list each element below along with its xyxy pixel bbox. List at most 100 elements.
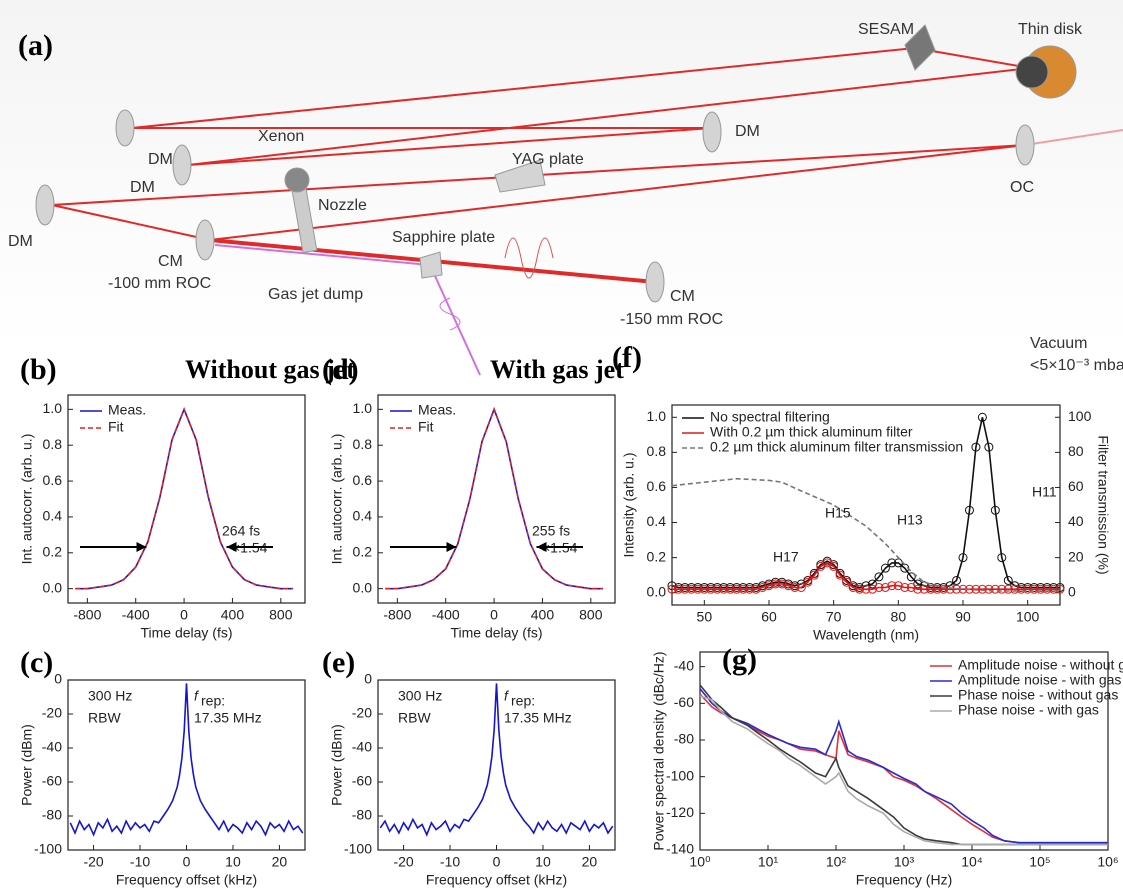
data-point [958, 553, 968, 563]
data-point [673, 584, 683, 594]
diagram-label: Vacuum [1030, 335, 1088, 352]
y2-axis-label: Filter transmission (%) [1095, 435, 1111, 574]
diagram-label: -100 mm ROC [108, 275, 211, 292]
panel-title: With gas jet [490, 355, 624, 384]
x-tick-label: 800 [269, 607, 293, 623]
data-point [977, 584, 987, 594]
data-point [906, 572, 916, 582]
data-point [893, 581, 903, 591]
legend-label: Amplitude noise - with gas [958, 672, 1121, 688]
x-tick-label: 20 [582, 854, 598, 870]
y-tick-label: -40 [42, 739, 62, 755]
x-axis-label: Frequency offset (kHz) [426, 872, 567, 888]
data-point [1010, 584, 1020, 594]
data-point [1023, 584, 1033, 594]
x-tick-label: 10¹ [758, 854, 779, 870]
data-point [764, 581, 774, 591]
data-point [887, 581, 897, 591]
data-point [874, 572, 884, 582]
series-line [671, 477, 1060, 592]
y-tick-label: 0.4 [647, 513, 667, 529]
plot-frame [377, 394, 616, 604]
plot-frame [377, 679, 616, 851]
diagram-label: OC [1010, 179, 1034, 196]
x-tick-label: 10 [535, 854, 551, 870]
data-point [706, 584, 716, 594]
series-line [385, 407, 603, 590]
series-line [75, 407, 293, 590]
data-point [719, 584, 729, 594]
data-point [1049, 584, 1059, 594]
x-tick-label: 10⁰ [689, 854, 711, 870]
plot-frame [67, 394, 306, 604]
y-tick-label: 0.0 [647, 583, 667, 599]
diagram-label: CM [670, 288, 695, 305]
series-line [69, 683, 304, 837]
data-point [952, 575, 962, 585]
diagram-label: Xenon [258, 128, 304, 145]
y-axis-label: Power (dBm) [19, 724, 35, 806]
diagram-label: -150 mm ROC [620, 311, 723, 328]
y-tick-label: -40 [674, 657, 694, 673]
x-tick-label: -400 [122, 607, 150, 623]
diagram-label: DM [735, 123, 760, 140]
x-tick-label: -20 [83, 854, 103, 870]
x-tick-label: 0 [490, 607, 498, 623]
y2-tick-label: 60 [1068, 478, 1084, 494]
legend-label: 0.2 µm thick aluminum filter transmissio… [710, 439, 963, 455]
chart-panel: 10⁰ 10¹ 10² 10³ 10⁴ 10⁵ 10⁶ -140 -120 -100 -80 -60 -… [651, 643, 1123, 888]
annotation: H11 [1032, 484, 1057, 500]
legend-label: Meas. [418, 402, 456, 418]
data-point [926, 584, 936, 594]
data-point [971, 442, 981, 452]
y-tick-label: 0.6 [43, 472, 63, 488]
x-tick-label: -800 [383, 607, 411, 623]
data-point [997, 584, 1007, 594]
setup-diagram: (a) SESAM Thin disk DM DM DM DM Xenon No… [0, 0, 1123, 376]
y2-tick-label: 100 [1068, 408, 1092, 424]
annotation: 300 Hz [88, 688, 132, 704]
y-axis-label: Power (dBm) [329, 724, 345, 806]
data-point [712, 584, 722, 594]
y-tick-label: 1.0 [647, 408, 667, 424]
fwhm-arrowhead [446, 542, 457, 552]
data-point [984, 442, 994, 452]
annotation: RBW [398, 710, 431, 726]
x-tick-label: 60 [761, 609, 777, 625]
y2-tick-label: 0 [1068, 583, 1076, 599]
data-point [913, 584, 923, 594]
data-point [977, 412, 987, 422]
panel-label: (c) [20, 646, 53, 679]
data-point [770, 579, 780, 589]
data-point [1042, 584, 1052, 594]
diagram-background [0, 0, 1123, 345]
annotation: rep: [511, 693, 535, 709]
series-line [699, 693, 1108, 844]
y-tick-label: -80 [42, 807, 62, 823]
data-point [855, 584, 865, 594]
x-tick-label: 100 [1016, 609, 1040, 625]
x-tick-label: 10 [225, 854, 241, 870]
y-tick-label: -140 [666, 841, 694, 857]
annotation: f [504, 688, 510, 704]
legend-label: Meas. [108, 402, 146, 418]
y-axis-label: Intensity (arb. u.) [621, 452, 637, 557]
x-tick-label: 0 [493, 854, 501, 870]
data-point [990, 505, 1000, 515]
y-tick-label: 0.8 [647, 443, 667, 459]
data-point [686, 584, 696, 594]
x-tick-label: -20 [393, 854, 413, 870]
x-tick-label: -10 [130, 854, 150, 870]
legend-label: Amplitude noise - without gas [958, 657, 1123, 673]
diagram-label: Nozzle [318, 197, 367, 214]
x-tick-label: 0 [180, 607, 188, 623]
data-point [699, 584, 709, 594]
panel-label: (f) [612, 341, 642, 374]
legend-label: Phase noise - with gas [958, 702, 1099, 718]
panel-label: (a) [18, 29, 53, 62]
xuv-pulse [439, 297, 461, 331]
annotation: rep: [201, 693, 225, 709]
annotation: H13 [897, 512, 923, 528]
x-tick-label: 10³ [894, 854, 915, 870]
